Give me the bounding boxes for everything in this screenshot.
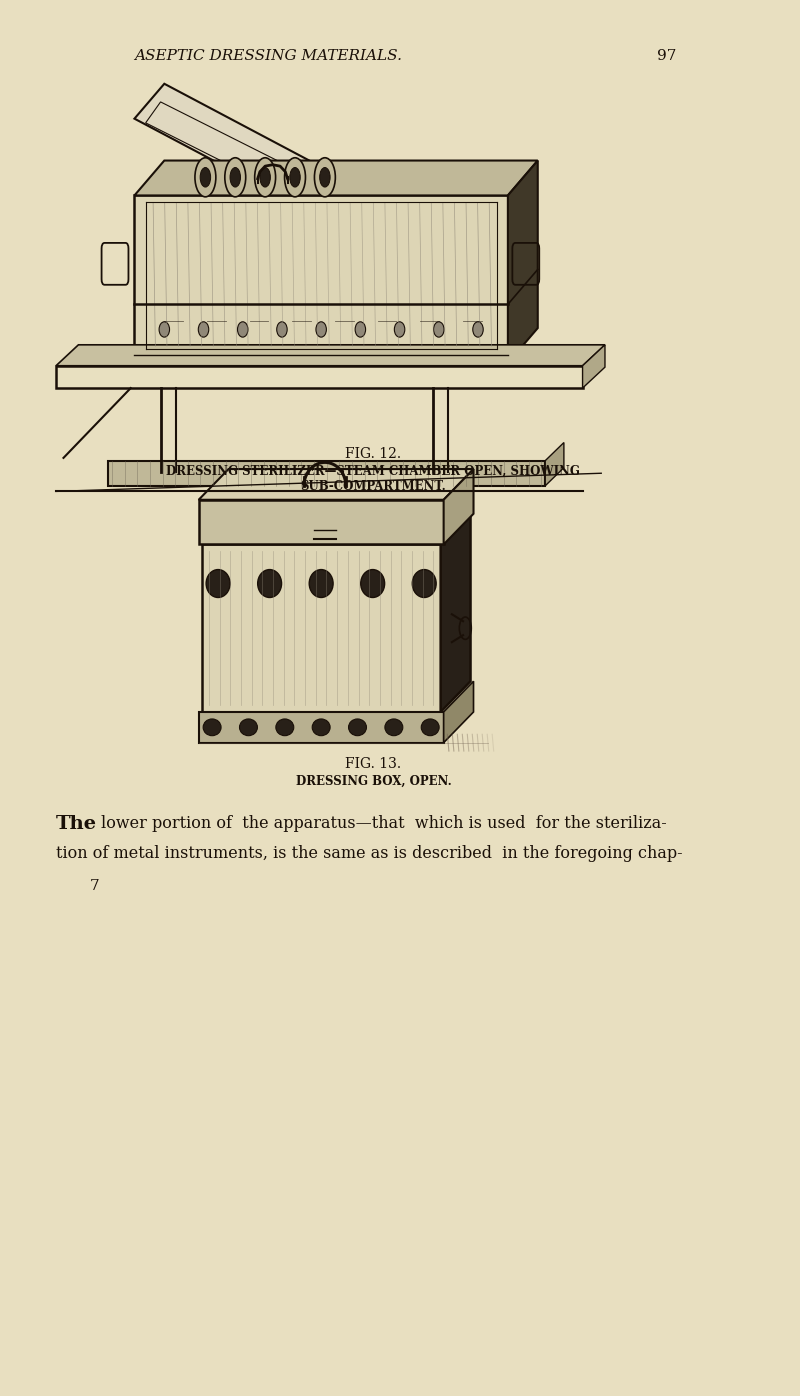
Polygon shape [508,161,538,363]
Text: tion of metal instruments, is the same as is described  in the foregoing chap-: tion of metal instruments, is the same a… [56,845,682,861]
Text: DRESSING BOX, OPEN.: DRESSING BOX, OPEN. [295,775,451,787]
Polygon shape [198,500,444,544]
Text: FIG. 12.: FIG. 12. [346,447,402,461]
Ellipse shape [361,570,385,597]
Text: The: The [56,815,97,833]
Polygon shape [134,161,538,195]
Ellipse shape [276,719,294,736]
Ellipse shape [203,719,221,736]
Circle shape [285,158,306,197]
Polygon shape [134,195,508,363]
Ellipse shape [316,321,326,338]
Ellipse shape [239,719,258,736]
Ellipse shape [198,321,209,338]
Circle shape [314,158,335,197]
Polygon shape [108,461,546,486]
Circle shape [320,168,330,187]
Ellipse shape [355,321,366,338]
Ellipse shape [422,719,439,736]
Text: 7: 7 [90,879,99,893]
Text: 97: 97 [658,49,677,63]
Ellipse shape [159,321,170,338]
Text: SUB-COMPARTMENT.: SUB-COMPARTMENT. [301,480,446,493]
Polygon shape [582,345,605,388]
Ellipse shape [258,570,282,597]
Circle shape [225,158,246,197]
Text: FIG. 13.: FIG. 13. [346,757,402,771]
Polygon shape [56,345,605,366]
Polygon shape [198,712,444,743]
Polygon shape [444,469,474,544]
Text: ASEPTIC DRESSING MATERIALS.: ASEPTIC DRESSING MATERIALS. [134,49,402,63]
Ellipse shape [434,321,444,338]
Ellipse shape [349,719,366,736]
Ellipse shape [238,321,248,338]
Ellipse shape [310,570,333,597]
Text: DRESSING STERILIZER—STEAM CHAMBER OPEN, SHOWING: DRESSING STERILIZER—STEAM CHAMBER OPEN, … [166,465,580,477]
Ellipse shape [277,321,287,338]
Polygon shape [441,514,470,712]
Polygon shape [198,469,474,500]
Ellipse shape [412,570,436,597]
Circle shape [195,158,216,197]
Text: lower portion of  the apparatus—that  which is used  for the steriliza-: lower portion of the apparatus—that whic… [101,815,666,832]
Circle shape [230,168,241,187]
Ellipse shape [473,321,483,338]
Polygon shape [444,681,474,743]
Ellipse shape [312,719,330,736]
Ellipse shape [394,321,405,338]
Polygon shape [134,84,388,237]
Polygon shape [546,443,564,486]
Circle shape [290,168,300,187]
Circle shape [254,158,275,197]
Polygon shape [202,544,441,712]
Circle shape [260,168,270,187]
Polygon shape [56,366,582,388]
Ellipse shape [385,719,403,736]
Circle shape [200,168,210,187]
Ellipse shape [206,570,230,597]
